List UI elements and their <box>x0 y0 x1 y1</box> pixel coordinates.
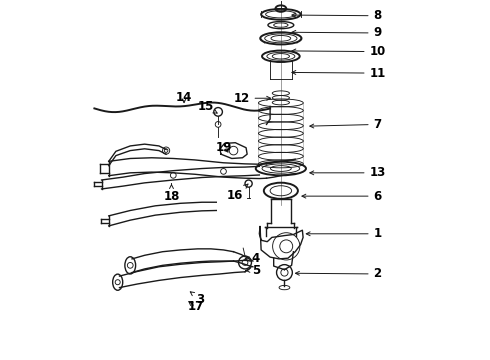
Text: 6: 6 <box>302 190 382 203</box>
Text: 1: 1 <box>306 227 382 240</box>
Text: 14: 14 <box>176 91 192 104</box>
Text: 12: 12 <box>233 92 270 105</box>
Text: 7: 7 <box>310 118 382 131</box>
Text: 10: 10 <box>292 45 386 58</box>
Text: 4: 4 <box>245 252 260 265</box>
Text: 3: 3 <box>190 292 204 306</box>
Text: 11: 11 <box>292 67 386 80</box>
Text: 17: 17 <box>187 301 204 314</box>
Text: 16: 16 <box>227 184 248 202</box>
Text: 18: 18 <box>163 184 180 203</box>
Text: 2: 2 <box>295 267 382 280</box>
Text: 8: 8 <box>292 9 382 22</box>
Text: 15: 15 <box>197 100 217 113</box>
Text: 9: 9 <box>292 27 382 40</box>
Text: 13: 13 <box>310 166 386 179</box>
Text: 19: 19 <box>215 140 232 153</box>
Text: 5: 5 <box>246 264 260 277</box>
